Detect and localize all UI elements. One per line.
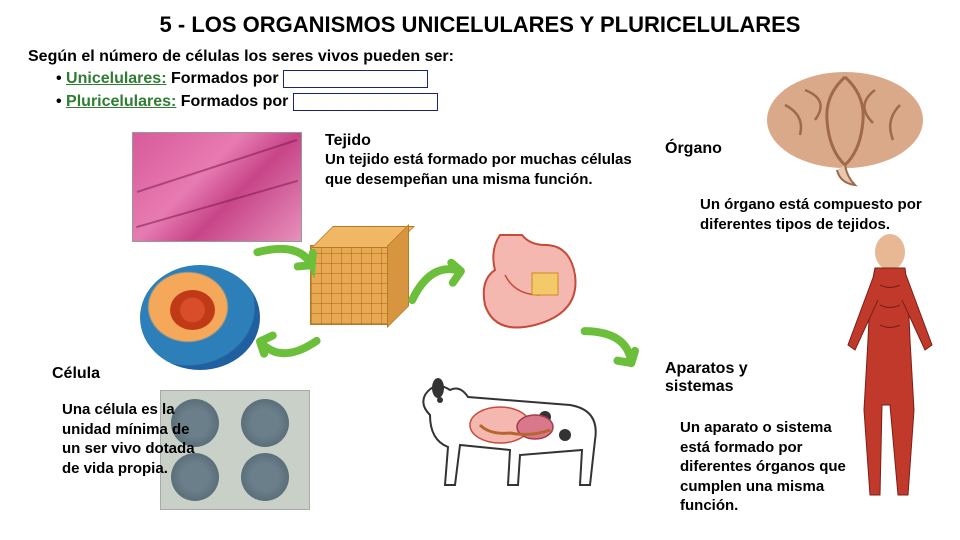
arrow-cube-to-stomach <box>400 249 479 320</box>
organo-title: Órgano <box>665 140 722 158</box>
uni-label: Unicelulares: <box>66 70 166 87</box>
celula-text: Una célula es la unidad mínima de un ser… <box>62 400 202 478</box>
page-title: 5 - LOS ORGANISMOS UNICELULARES Y PLURIC… <box>0 0 960 46</box>
tejido-title: Tejido <box>325 132 635 150</box>
tejido-block: Tejido Un tejido está formado por muchas… <box>325 132 635 189</box>
organo-text: Un órgano está compuesto por diferentes … <box>700 195 945 234</box>
covered-box-2 <box>293 93 438 111</box>
stomach-organ-illustration <box>460 225 600 340</box>
aparatos-title: Aparatos y sistemas <box>665 360 785 396</box>
tejido-text: Un tejido está formado por muchas célula… <box>325 150 635 189</box>
brain-image <box>755 65 935 190</box>
covered-box-1 <box>283 70 428 88</box>
aparatos-text: Un aparato o sistema está formado por di… <box>680 418 858 516</box>
celula-title: Célula <box>52 365 100 383</box>
pluri-label: Pluricelulares: <box>66 93 176 110</box>
pluri-text: Formados por <box>181 93 289 110</box>
uni-text: Formados por <box>171 70 279 87</box>
